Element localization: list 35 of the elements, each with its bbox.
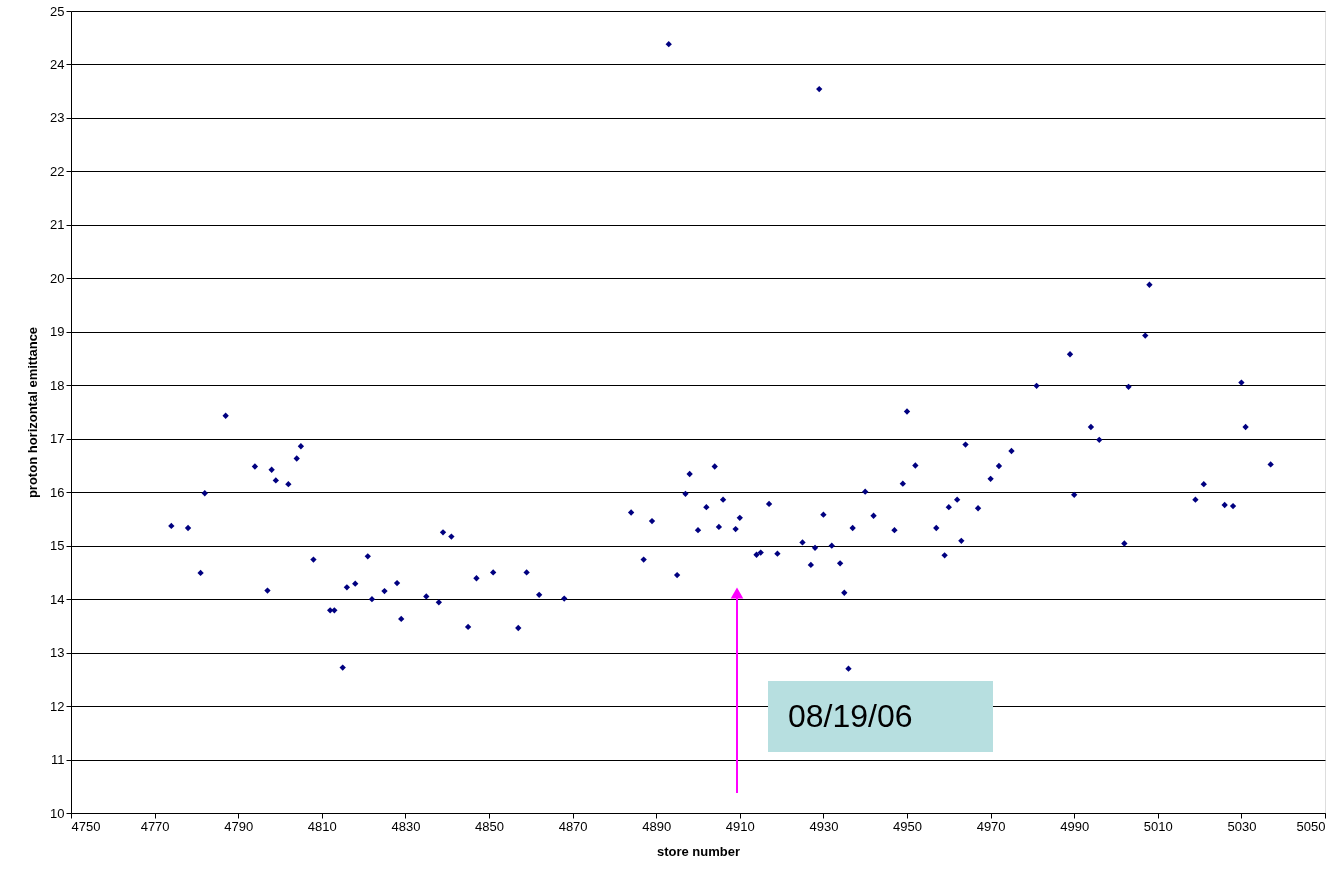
y-tick-label: 14 (50, 591, 65, 607)
y-tick-label: 15 (50, 538, 65, 554)
y-tick-label: 11 (51, 752, 65, 768)
y-tick-label: 23 (50, 110, 65, 126)
x-tick-label: 4950 (893, 818, 922, 834)
x-tick-label: 5010 (1143, 818, 1173, 834)
y-tick-label: 25 (50, 3, 65, 19)
x-tick-label: 5030 (1227, 818, 1257, 834)
x-tick-label: 5050 (1296, 818, 1326, 834)
x-tick-label: 4970 (976, 818, 1006, 834)
y-tick-label: 24 (50, 56, 65, 72)
y-axis-title: proton horizontal emittance (25, 326, 41, 499)
x-tick-label: 4850 (475, 818, 504, 834)
y-tick-label: 16 (50, 484, 65, 500)
y-tick-label: 17 (50, 431, 65, 447)
x-tick-label: 4830 (391, 818, 421, 834)
x-tick-label: 4810 (307, 818, 337, 834)
x-tick-label: 4870 (558, 818, 588, 834)
y-tick-label: 21 (50, 217, 65, 233)
y-tick-label: 13 (50, 645, 65, 661)
y-tick-label: 10 (50, 805, 65, 821)
x-tick-label: 4750 (71, 818, 101, 834)
x-tick-label: 4930 (809, 818, 839, 834)
annotation: 08/19/06 (788, 698, 913, 734)
x-tick-label: 4890 (642, 818, 672, 834)
x-axis-title: store number (656, 843, 741, 859)
x-tick-label: 4770 (140, 818, 170, 834)
x-tick-label: 4990 (1060, 818, 1090, 834)
y-tick-label: 18 (50, 377, 65, 393)
y-tick-label: 22 (50, 163, 65, 179)
y-tick-label: 19 (50, 324, 65, 340)
x-tick-label: 4790 (224, 818, 254, 834)
x-tick-label: 4910 (725, 818, 755, 834)
y-tick-label: 20 (50, 270, 65, 286)
y-tick-label: 12 (50, 698, 65, 714)
